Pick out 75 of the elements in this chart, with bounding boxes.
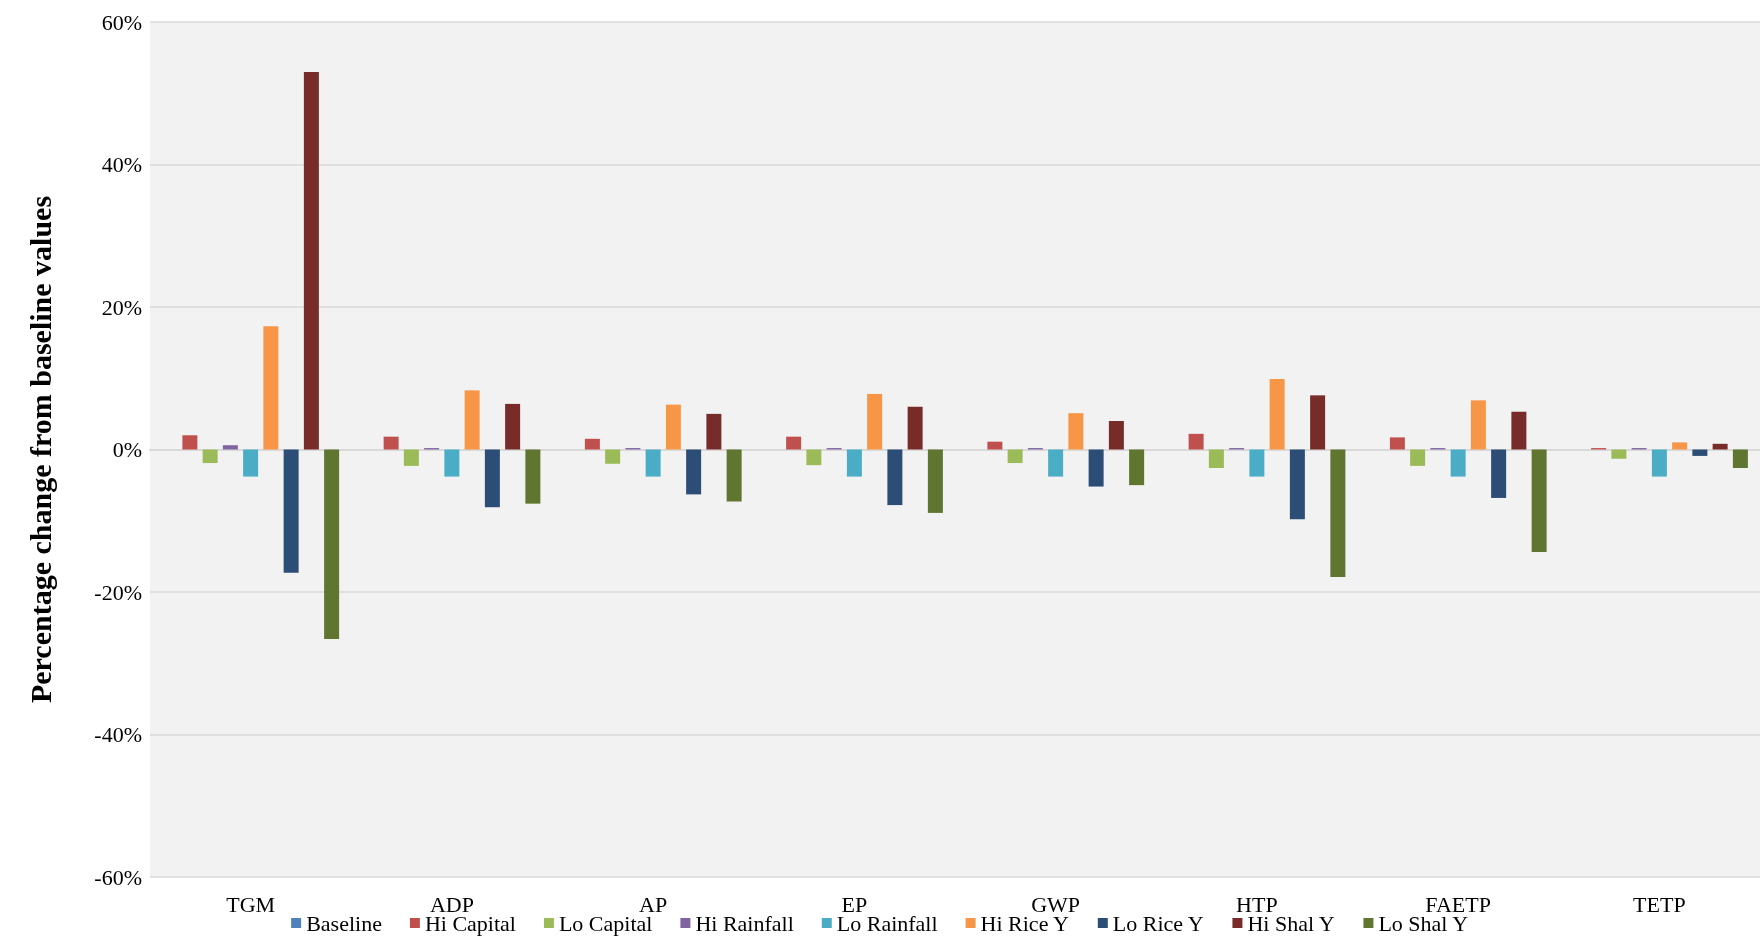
bar [263,326,279,450]
bar [403,449,419,466]
bar [806,449,822,466]
bar [726,449,742,502]
bar [1249,449,1265,477]
bar [525,449,541,504]
x-tick-label: ADP [429,891,474,917]
bar [1330,449,1346,578]
bar [1450,449,1466,477]
bar [987,441,1003,450]
y-tick-label: 0% [112,437,142,462]
bar [1108,421,1124,450]
bar [927,449,943,513]
bar [1491,449,1507,498]
bar [505,403,521,450]
bar [1410,449,1426,466]
bar [1732,449,1748,469]
bar [1068,413,1084,450]
bar [605,449,621,464]
bar [1672,442,1688,450]
bar [383,436,399,450]
bar [1289,449,1305,520]
y-tick-label: -20% [94,579,142,605]
bar [1129,449,1145,486]
x-tick-label: AP [639,891,668,917]
bar [1088,449,1104,487]
y-tick-label: -40% [94,722,142,747]
bar [1208,449,1224,469]
x-tick-label: FAETP [1425,891,1491,917]
legend-label: Lo Rice Y [1112,910,1204,936]
bar [222,445,238,450]
bar [243,449,259,477]
bar [444,449,460,477]
bar [303,71,319,450]
bar [1269,378,1285,450]
x-tick-label: TGM [226,891,276,917]
bar [1712,443,1728,450]
bar [584,438,600,450]
bar [887,449,903,506]
bar [1611,449,1627,459]
y-axis-title: Percentage change from baseline values [23,195,57,704]
legend-label: Baseline [306,910,382,936]
bar [706,413,722,450]
x-tick-label: EP [841,891,868,917]
bar [182,435,198,450]
bar [1692,449,1708,456]
x-tick-label: HTP [1236,891,1278,917]
bar [1531,449,1547,553]
y-tick-label: 60% [101,9,142,35]
bar [645,449,661,477]
x-tick-label: TETP [1633,891,1686,917]
bar [907,406,923,450]
y-tick-label: 40% [101,152,142,177]
legend-label: Hi Rainfall [695,910,794,936]
bar [464,390,480,450]
bar [846,449,862,477]
bar [1651,449,1667,477]
bar [484,449,500,508]
y-tick-label: -60% [94,864,142,890]
x-tick-label: GWP [1031,891,1081,917]
bar [1511,411,1527,450]
bar [324,449,340,640]
bar [867,393,883,450]
bar [1007,449,1023,464]
bar [1470,400,1486,450]
bar [1048,449,1064,477]
y-tick-label: 20% [101,294,142,320]
bar [1310,395,1326,450]
bar [1188,433,1204,450]
bar [786,436,802,450]
bar [283,449,299,573]
bar [1389,437,1405,450]
bar [665,404,681,450]
bar [686,449,702,495]
bar [202,449,218,464]
